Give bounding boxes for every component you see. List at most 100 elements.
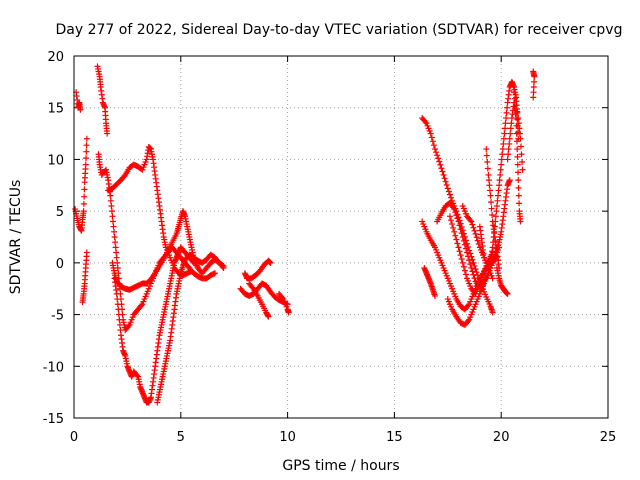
plus-marker — [516, 125, 523, 132]
plus-marker — [531, 73, 538, 80]
plus-marker — [461, 241, 468, 248]
plus-marker — [499, 146, 506, 153]
plus-marker — [279, 294, 286, 301]
plus-marker — [531, 78, 538, 85]
plus-marker — [450, 224, 457, 231]
series-s1 — [72, 135, 90, 234]
plus-marker — [457, 226, 464, 233]
series-s3 — [79, 249, 90, 306]
plus-marker — [433, 149, 440, 156]
plus-marker — [107, 192, 114, 199]
plus-marker — [464, 249, 471, 256]
plus-marker — [83, 155, 90, 162]
plus-marker — [455, 218, 462, 225]
plus-marker — [459, 259, 466, 266]
plus-marker — [480, 271, 487, 278]
y-tick-label: 0 — [56, 257, 64, 272]
plus-marker — [114, 296, 121, 303]
plus-marker — [515, 120, 522, 127]
plus-marker — [484, 159, 491, 166]
x-tick-label: 10 — [279, 430, 296, 445]
plus-marker — [496, 244, 503, 251]
plus-marker — [474, 237, 481, 244]
plus-marker — [453, 236, 460, 243]
plus-marker — [530, 94, 537, 101]
plus-marker — [109, 218, 116, 225]
plus-marker — [512, 95, 519, 102]
plus-marker — [446, 191, 453, 198]
plus-marker — [115, 306, 122, 313]
x-tick-label: 20 — [493, 430, 510, 445]
plus-marker — [503, 115, 510, 122]
plus-marker — [486, 187, 493, 194]
series-s4 — [94, 63, 111, 137]
plus-marker — [515, 169, 522, 176]
series-s11 — [237, 280, 291, 308]
plus-marker — [483, 152, 490, 159]
plus-marker — [508, 120, 515, 127]
y-axis-title: SDTVAR / TECUs — [8, 180, 24, 295]
plus-marker — [445, 188, 452, 195]
plus-marker — [514, 161, 521, 168]
plus-marker — [497, 171, 504, 178]
plus-marker — [501, 130, 508, 137]
plus-marker — [494, 197, 501, 204]
plus-marker — [446, 213, 453, 220]
plus-marker — [517, 218, 524, 225]
plus-marker — [488, 205, 495, 212]
plus-marker — [460, 237, 467, 244]
plus-marker — [507, 125, 514, 132]
plus-marker — [452, 209, 459, 216]
plus-marker — [111, 234, 118, 240]
plus-marker — [220, 265, 227, 272]
plus-marker — [498, 161, 505, 168]
plus-marker — [497, 166, 504, 173]
plus-marker — [517, 143, 524, 150]
plus-marker — [511, 89, 518, 96]
plus-marker — [80, 208, 87, 215]
plus-marker — [115, 311, 122, 318]
plus-marker — [436, 158, 443, 165]
plus-marker — [513, 138, 520, 145]
plus-marker — [493, 208, 500, 215]
plus-marker — [453, 212, 460, 219]
plus-marker — [442, 178, 449, 185]
plus-marker — [435, 155, 442, 162]
plus-marker — [506, 177, 513, 184]
plus-marker — [116, 316, 123, 323]
plus-marker — [456, 248, 463, 255]
plus-marker — [449, 221, 456, 228]
plus-marker — [219, 263, 226, 270]
plus-marker — [109, 213, 116, 220]
plus-marker — [439, 168, 446, 175]
plus-marker — [114, 301, 121, 308]
plus-marker — [113, 254, 120, 261]
plus-marker — [80, 200, 87, 207]
plus-marker — [504, 290, 511, 297]
plus-marker — [469, 221, 476, 228]
plus-marker — [455, 244, 462, 251]
plus-marker — [440, 171, 447, 178]
plus-marker — [530, 84, 537, 91]
plus-marker — [471, 275, 478, 282]
plus-marker — [518, 151, 525, 158]
plus-marker — [468, 265, 475, 272]
plus-marker — [470, 259, 477, 266]
plus-marker — [443, 182, 450, 189]
plus-marker — [505, 146, 512, 153]
plus-marker — [501, 125, 508, 132]
plus-marker — [448, 217, 455, 224]
plus-marker — [489, 275, 496, 282]
plus-marker — [494, 192, 501, 199]
plus-marker — [134, 372, 141, 379]
y-tick-label: 20 — [47, 50, 64, 65]
plus-marker — [515, 184, 522, 191]
plus-marker — [514, 146, 521, 153]
series-s12 — [246, 280, 272, 320]
series-s24 — [511, 89, 526, 173]
plus-marker — [438, 165, 445, 172]
plus-marker — [112, 239, 119, 246]
plus-marker — [496, 182, 503, 189]
plus-marker — [188, 268, 195, 275]
